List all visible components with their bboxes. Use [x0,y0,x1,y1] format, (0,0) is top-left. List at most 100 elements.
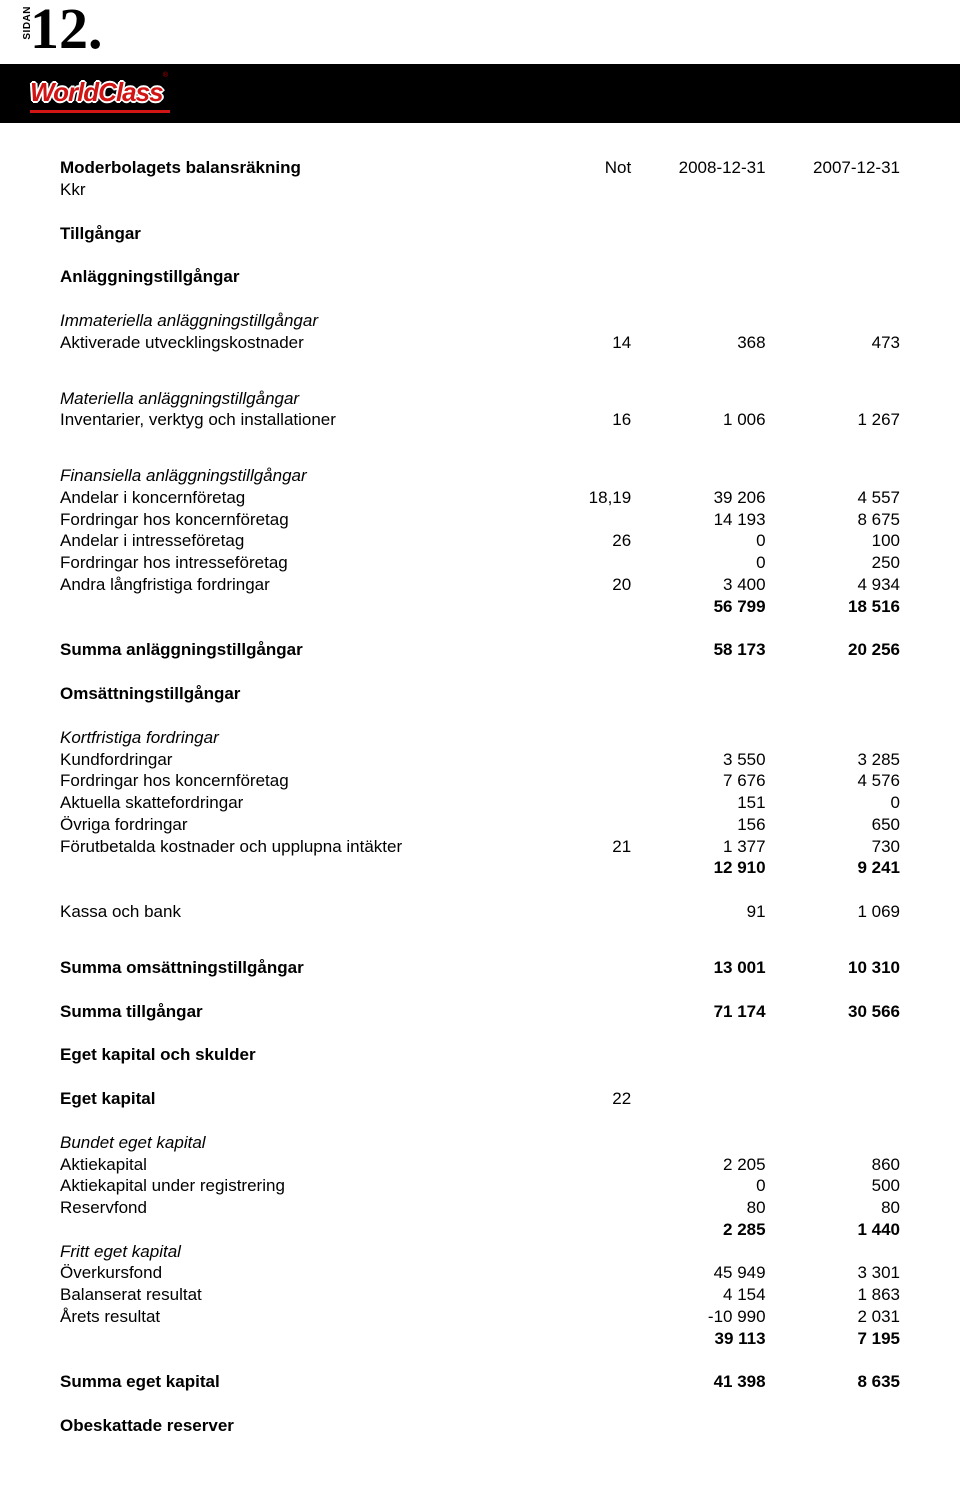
label-eget-kapital: Eget kapital [60,1088,530,1110]
val-balanserat-y1: 4 154 [631,1284,765,1306]
row-aktiekapital: Aktiekapital 2 205 860 [60,1154,900,1176]
val-summa-omsattning-y2: 10 310 [766,957,900,979]
val-summa-anlagg-y2: 20 256 [766,639,900,661]
label-aktiverade-utv: Aktiverade utvecklingskostnader [60,332,530,354]
label-obeskattade: Obeskattade reserver [60,1415,530,1437]
val-fordringar-koncern2-y1: 7 676 [631,770,765,792]
row-summa-omsattning: Summa omsättningstillgångar 13 001 10 31… [60,957,900,979]
row-summa-eget: Summa eget kapital 41 398 8 635 [60,1371,900,1393]
row-obeskattade: Obeskattade reserver [60,1415,900,1437]
val-fordringar-koncern-y2: 8 675 [766,509,900,531]
logo: ® WorldClass [30,72,170,113]
label-summa-tillgangar: Summa tillgångar [60,1001,530,1023]
val-inventarier-not: 16 [530,409,631,431]
val-andra-langfristiga-not: 20 [530,574,631,596]
label-tillgangar: Tillgångar [60,223,530,245]
val-fordringar-koncern2-y2: 4 576 [766,770,900,792]
label-reservfond: Reservfond [60,1197,530,1219]
val-reservfond-y1: 80 [631,1197,765,1219]
content: Moderbolagets balansräkning Not 2008-12-… [0,123,960,1437]
row-aktuella-skatte: Aktuella skattefordringar 151 0 [60,792,900,814]
row-andelar-intresse: Andelar i intresseföretag 26 0 100 [60,530,900,552]
val-reservfond-y2: 80 [766,1197,900,1219]
val-kundfordringar-y2: 3 285 [766,749,900,771]
label-balanserat: Balanserat resultat [60,1284,530,1306]
label-fordringar-koncern: Fordringar hos koncernföretag [60,509,530,531]
row-kortfristiga: Kortfristiga fordringar [60,727,900,749]
val-arets-resultat-y1: -10 990 [631,1306,765,1328]
val-bundet-sub-y2: 1 440 [766,1219,900,1241]
row-forutbetalda: Förutbetalda kostnader och upplupna intä… [60,836,900,858]
row-fordringar-intresse: Fordringar hos intresseföretag 0 250 [60,552,900,574]
row-bundet-eget: Bundet eget kapital [60,1132,900,1154]
logo-underline [30,110,170,113]
row-bundet-sub: 2 285 1 440 [60,1219,900,1241]
label-andelar-koncern: Andelar i koncernföretag [60,487,530,509]
val-aktiekapital-y1: 2 205 [631,1154,765,1176]
label-overkursfond: Överkursfond [60,1262,530,1284]
row-kort-subtotal: 12 910 9 241 [60,857,900,879]
val-summa-anlagg-y1: 58 173 [631,639,765,661]
label-summa-anlagg: Summa anläggningstillgångar [60,639,530,661]
val-inventarier-y2: 1 267 [766,409,900,431]
label-omsattning: Omsättningstillgångar [60,683,530,705]
val-arets-resultat-y2: 2 031 [766,1306,900,1328]
val-aktiekapital-y2: 860 [766,1154,900,1176]
row-summa-anlagg: Summa anläggningstillgångar 58 173 20 25… [60,639,900,661]
val-andelar-koncern-y2: 4 557 [766,487,900,509]
val-summa-eget-y1: 41 398 [631,1371,765,1393]
label-kortfristiga: Kortfristiga fordringar [60,727,530,749]
label-aktuella-skatte: Aktuella skattefordringar [60,792,530,814]
label-kassa-bank: Kassa och bank [60,901,530,923]
val-andra-langfristiga-y2: 4 934 [766,574,900,596]
val-fin-sub-y2: 18 516 [766,596,900,618]
logo-text: WorldClass [30,77,170,108]
row-andelar-koncern: Andelar i koncernföretag 18,19 39 206 4 … [60,487,900,509]
val-andelar-koncern-y1: 39 206 [631,487,765,509]
val-kundfordringar-y1: 3 550 [631,749,765,771]
val-andelar-koncern-not: 18,19 [530,487,631,509]
row-finansiella: Finansiella anläggningstillgångar [60,465,900,487]
val-kort-sub-y2: 9 241 [766,857,900,879]
val-aktuella-skatte-y1: 151 [631,792,765,814]
val-fritt-sub-y1: 39 113 [631,1328,765,1350]
val-forutbetalda-y1: 1 377 [631,836,765,858]
col-header-y2: 2007-12-31 [766,157,900,179]
val-aktiekapital-under-y1: 0 [631,1175,765,1197]
val-forutbetalda-not: 21 [530,836,631,858]
val-balanserat-y2: 1 863 [766,1284,900,1306]
row-fordringar-koncern2: Fordringar hos koncernföretag 7 676 4 57… [60,770,900,792]
label-summa-omsattning: Summa omsättningstillgångar [60,957,530,979]
val-aktiverade-y1: 368 [631,332,765,354]
label-andra-langfristiga: Andra långfristiga fordringar [60,574,530,596]
doc-title: Moderbolagets balansräkning [60,157,530,179]
val-kassa-bank-y2: 1 069 [766,901,900,923]
val-summa-tillgangar-y1: 71 174 [631,1001,765,1023]
row-immateriella: Immateriella anläggningstillgångar [60,310,900,332]
val-andelar-intresse-not: 26 [530,530,631,552]
val-eget-kapital-not: 22 [530,1088,631,1110]
row-kkr: Kkr [60,179,900,201]
val-fritt-sub-y2: 7 195 [766,1328,900,1350]
balance-sheet-table: Moderbolagets balansräkning Not 2008-12-… [60,157,900,1437]
row-andra-langfristiga: Andra långfristiga fordringar 20 3 400 4… [60,574,900,596]
val-inventarier-y1: 1 006 [631,409,765,431]
label-summa-eget: Summa eget kapital [60,1371,530,1393]
page-number-block: SIDAN 12. [0,0,960,64]
row-fordringar-koncern: Fordringar hos koncernföretag 14 193 8 6… [60,509,900,531]
val-kort-sub-y1: 12 910 [631,857,765,879]
row-overkursfond: Överkursfond 45 949 3 301 [60,1262,900,1284]
label-bundet-eget: Bundet eget kapital [60,1132,530,1154]
val-summa-eget-y2: 8 635 [766,1371,900,1393]
page-number: 12. [30,0,103,61]
val-fordringar-intresse-y2: 250 [766,552,900,574]
row-arets-resultat: Årets resultat -10 990 2 031 [60,1306,900,1328]
val-kassa-bank-y1: 91 [631,901,765,923]
val-fordringar-intresse-y1: 0 [631,552,765,574]
val-summa-omsattning-y1: 13 001 [631,957,765,979]
label-kkr: Kkr [60,179,530,201]
val-forutbetalda-y2: 730 [766,836,900,858]
val-overkursfond-y1: 45 949 [631,1262,765,1284]
label-forutbetalda: Förutbetalda kostnader och upplupna intä… [60,836,530,858]
row-aktiekapital-under: Aktiekapital under registrering 0 500 [60,1175,900,1197]
